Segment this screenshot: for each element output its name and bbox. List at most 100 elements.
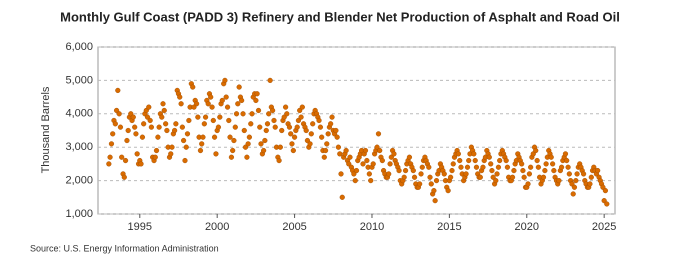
data-point	[224, 104, 231, 110]
data-point	[228, 154, 235, 160]
data-point	[564, 157, 570, 164]
data-point	[338, 171, 344, 177]
x-tick-label: 2010	[360, 221, 384, 233]
data-point	[277, 144, 283, 150]
y-axis-label: Thousand Barrels	[40, 86, 52, 173]
chart-title: Monthly Gulf Coast (PADD 3) Refinery and…	[60, 9, 620, 24]
data-point	[197, 147, 204, 154]
data-point	[352, 178, 358, 184]
data-point	[178, 101, 184, 107]
y-tick-label: 5,000	[65, 74, 93, 86]
data-point	[179, 124, 185, 130]
data-point	[362, 147, 369, 154]
data-point	[194, 101, 200, 107]
data-point	[272, 124, 278, 130]
source-note: Source: U.S. Energy Information Administ…	[30, 243, 219, 253]
data-point	[419, 164, 425, 170]
data-point	[494, 171, 500, 177]
data-point	[148, 124, 155, 130]
data-point	[249, 111, 255, 117]
data-point	[366, 171, 372, 177]
y-tick-label: 2,000	[65, 175, 93, 187]
data-point	[195, 114, 201, 120]
data-point	[472, 157, 478, 164]
data-point	[441, 171, 447, 177]
data-point	[493, 178, 499, 184]
data-point	[263, 127, 269, 134]
data-point	[246, 134, 252, 140]
data-point	[298, 114, 304, 120]
data-point	[215, 124, 222, 130]
data-point	[248, 121, 254, 127]
data-point	[519, 161, 525, 167]
data-point	[486, 154, 492, 160]
data-point	[535, 164, 541, 170]
data-point	[533, 147, 539, 154]
data-point	[550, 161, 556, 167]
data-point	[107, 154, 113, 160]
data-point	[286, 124, 293, 130]
data-point	[495, 164, 502, 170]
data-point	[156, 124, 162, 130]
data-point	[283, 104, 289, 110]
data-point	[219, 97, 225, 104]
x-tick-label: 2015	[437, 221, 461, 233]
data-point	[202, 114, 209, 120]
y-tick-label: 3,000	[65, 141, 93, 153]
data-point	[497, 157, 503, 164]
data-point	[266, 111, 272, 117]
data-point	[183, 144, 189, 150]
data-point	[509, 174, 516, 180]
data-point	[182, 157, 188, 164]
data-point	[370, 161, 376, 167]
data-point	[428, 181, 434, 187]
data-point	[329, 114, 335, 120]
data-point	[141, 121, 147, 127]
data-point	[540, 174, 547, 180]
data-point	[432, 198, 438, 204]
data-point	[279, 127, 285, 134]
data-point	[262, 137, 268, 144]
y-tick-label: 1,000	[65, 208, 93, 220]
data-point	[190, 84, 196, 90]
data-point	[172, 127, 178, 134]
data-point	[328, 121, 334, 127]
data-point	[253, 97, 259, 104]
data-point	[587, 181, 593, 187]
data-point	[164, 127, 170, 134]
data-point	[230, 147, 236, 154]
data-point	[155, 134, 161, 140]
data-point	[570, 191, 576, 197]
data-point	[108, 141, 115, 147]
data-point	[566, 171, 572, 177]
data-point	[450, 161, 456, 167]
data-point	[241, 127, 247, 134]
data-point	[258, 141, 264, 147]
data-point	[463, 171, 469, 177]
data-point	[335, 144, 341, 150]
data-point	[571, 184, 578, 190]
data-point	[308, 131, 314, 137]
data-point	[565, 164, 571, 170]
data-point	[130, 114, 136, 120]
data-point	[471, 151, 477, 157]
data-point	[289, 141, 295, 147]
data-point	[504, 164, 511, 170]
data-point	[551, 167, 557, 174]
data-point	[239, 97, 245, 104]
data-point	[211, 134, 218, 140]
data-point	[521, 174, 527, 180]
data-point	[159, 114, 165, 120]
data-point	[391, 151, 397, 157]
data-point	[271, 117, 277, 124]
data-point	[520, 167, 526, 174]
data-point	[169, 144, 175, 150]
data-point	[208, 94, 214, 100]
data-point	[406, 154, 413, 160]
data-point	[124, 137, 130, 144]
data-point	[595, 167, 601, 174]
data-point	[299, 104, 305, 110]
data-point	[276, 157, 282, 164]
data-point	[473, 164, 480, 170]
